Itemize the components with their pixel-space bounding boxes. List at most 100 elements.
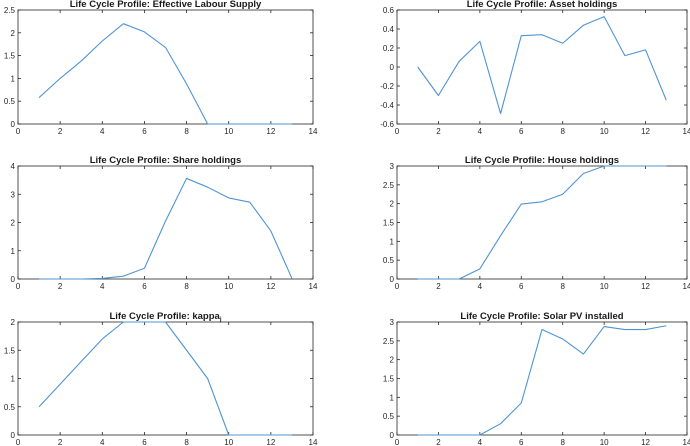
y-tick-label: 1 [11,74,16,83]
x-tick-label: 4 [478,282,483,291]
subplot-title: Life Cycle Profile: Share holdings [90,155,242,166]
y-tick-label: 2 [390,356,395,365]
axes-box [17,165,314,280]
x-tick-label: 8 [184,127,189,136]
x-tick-label: 0 [395,438,400,446]
x-tick-label: 4 [100,127,105,136]
y-tick-label: 1 [390,237,395,246]
x-tick-label: 12 [266,282,275,291]
series-line [417,16,667,115]
y-tick-label: 1.5 [383,219,395,228]
x-tick-label: 14 [309,282,318,291]
x-tick-label: 2 [58,282,63,291]
x-tick-label: 0 [395,282,400,291]
y-tick-label: 3 [390,162,395,171]
y-tick-label: 1 [11,375,16,384]
series-line [417,165,667,280]
axes-box [396,165,688,280]
subplot-4: 0 2 4 6 8 10 12 14 0 0.5 1 1.5 2 2.5 3 Life Cycle Profi… [383,155,690,291]
y-tick-label: 2 [11,318,16,327]
axes-box [396,9,688,125]
subplot-title-text: Life Cycle Profile: Share holdings [90,155,242,166]
subplot-title-text: Life Cycle Profile: Asset holdings [467,0,618,10]
subplot-5: 0 2 4 6 8 10 12 14 0 0.5 1 1.5 2 Life Cycle Profile: … [4,311,318,446]
y-tick-label: 0 [390,275,395,284]
x-tick-label: 4 [100,438,105,446]
series-line [38,321,292,436]
x-tick-label: 12 [266,438,275,446]
x-tick-label: 14 [683,438,690,446]
x-tick-label: 14 [683,127,690,136]
y-tick-label: 1.5 [4,346,16,355]
x-tick-label: 10 [224,127,233,136]
subplot-6: 0 2 4 6 8 10 12 14 0 0.5 1 1.5 2 2.5 3 Life Cycle Profi… [383,311,690,446]
y-tick-label: 0 [390,431,395,440]
x-tick-label: 8 [184,282,189,291]
x-tick-label: 2 [436,282,441,291]
axes-box [17,9,314,125]
x-tick-label: 2 [436,127,441,136]
y-tick-label: 0.6 [383,6,395,15]
y-tick-label: 1.5 [383,375,395,384]
x-tick-label: 6 [142,127,147,136]
x-tick-label: 8 [560,438,565,446]
x-tick-label: 8 [184,438,189,446]
x-tick-label: 4 [100,282,105,291]
x-tick-label: 14 [683,282,690,291]
y-tick-label: 2.5 [383,181,395,190]
x-tick-label: 2 [436,438,441,446]
x-tick-label: 10 [600,282,609,291]
y-tick-label: 2 [11,219,16,228]
series-line [38,23,292,125]
x-tick-label: 6 [519,282,524,291]
x-tick-label: 10 [224,282,233,291]
subplot-title-text: Life Cycle Profile: Effective Labour Sup… [70,0,262,10]
x-tick-label: 4 [478,127,483,136]
y-tick-label: 0.5 [4,403,16,412]
x-tick-label: 8 [560,127,565,136]
x-tick-label: 6 [142,438,147,446]
subplot-title-subscript: j [219,317,222,323]
series-line [39,177,293,280]
x-tick-label: 0 [16,282,21,291]
x-tick-label: 10 [600,438,609,446]
y-tick-label: 0.5 [4,97,16,106]
y-tick-label: 3 [11,190,16,199]
y-tick-label: 1.5 [4,52,16,61]
x-tick-label: 12 [641,282,650,291]
y-tick-label: 0 [11,275,16,284]
x-tick-label: 6 [519,127,524,136]
y-tick-label: 2.5 [383,337,395,346]
y-tick-label: 2 [11,29,16,38]
subplot-title: Life Cycle Profile: Effective Labour Sup… [70,0,262,10]
subplot-1: 0 2 4 6 8 10 12 14 0 0.5 1 1.5 2 2.5 Life Cycle Profil… [4,0,318,136]
y-tick-label: 2.5 [4,6,16,15]
subplot-2: 0 2 4 6 8 10 12 14 -0.6 -0.4 -0.2 0 0.2 0.4 0.6 Life Cy… [380,0,690,136]
y-tick-label: -0.4 [380,101,394,110]
x-tick-label: 2 [58,438,63,446]
x-tick-label: 0 [16,438,21,446]
subplot-title: Life Cycle Profile: Solar PV installed [460,311,623,322]
y-tick-label: 0 [11,431,16,440]
x-tick-label: 12 [266,127,275,136]
x-tick-label: 4 [478,438,483,446]
x-tick-label: 2 [58,127,63,136]
y-tick-label: 0 [11,120,16,129]
subplot-title: Life Cycle Profile: Asset holdings [467,0,618,10]
x-tick-label: 10 [224,438,233,446]
y-tick-label: 1 [390,393,395,402]
y-tick-label: 1 [11,247,16,256]
y-tick-label: 0 [390,63,395,72]
y-tick-label: -0.6 [380,120,394,129]
subplot-title-text: Life Cycle Profile: kappa [109,311,220,322]
x-tick-label: 14 [309,438,318,446]
y-tick-label: 3 [390,318,395,327]
x-tick-label: 0 [16,127,21,136]
y-tick-label: 0.4 [383,25,395,34]
y-tick-label: 2 [390,200,395,209]
subplot-title-text: Life Cycle Profile: Solar PV installed [460,311,623,322]
x-tick-label: 12 [641,127,650,136]
series-line [417,325,667,436]
